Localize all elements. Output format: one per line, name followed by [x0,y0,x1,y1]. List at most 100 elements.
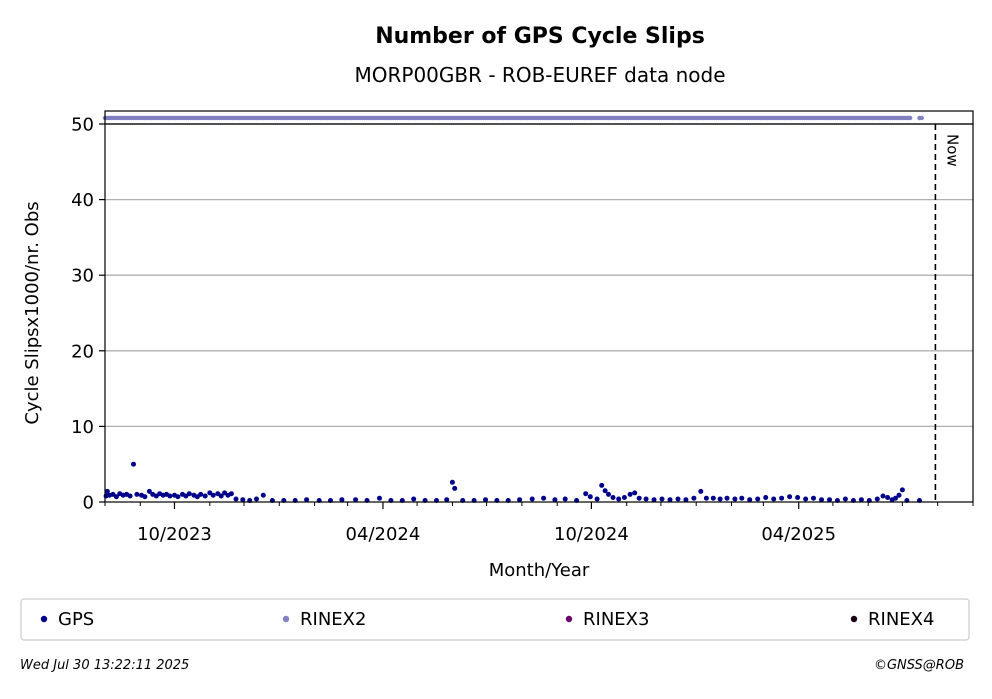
gps-data-point [710,495,716,501]
gps-data-point [675,496,681,502]
gps-data-point [724,495,730,501]
gps-data-point [552,497,558,503]
x-axis-ticks: 10/2023 04/2024 10/2024 04/2025 [104,502,974,545]
gps-data-point [146,488,152,494]
gps-data-point [339,497,345,503]
gps-data-point [599,482,605,488]
gps-data-point [610,495,616,500]
chart-title: Number of GPS Cycle Slips [375,24,705,49]
gps-data-point [233,496,239,502]
x-tick-label: 10/2024 [554,524,629,545]
gps-data-point [304,497,310,503]
gps-data-point [885,495,891,500]
legend-swatch-rinex4 [850,615,858,623]
legend-item-rinex3: RINEX3 [565,609,649,630]
gps-data-point [827,497,832,503]
x-tick-label: 10/2023 [137,524,212,545]
legend-box [20,598,970,641]
legend-label-rinex2: RINEX2 [300,609,366,630]
legend-label-rinex4: RINEX4 [868,609,934,630]
gps-data-point [787,494,793,500]
rinex-strip [102,115,924,121]
gps-data-point [210,492,216,498]
gps-data-point [218,493,224,499]
gps-data-point [562,496,568,502]
rinex2-strip-point [919,115,924,121]
footer-credit: ©GNSS@ROB [873,658,964,673]
y-tick-label: 10 [71,417,94,438]
gps-data-point [134,491,140,497]
gps-data-point [755,496,761,502]
gps-data-point [732,496,738,502]
gps-data-point [411,496,417,502]
gps-data-point [198,491,204,497]
gps-data-point [186,491,192,497]
y-tick-label: 20 [71,341,94,362]
x-tick-label: 04/2024 [346,524,421,545]
gps-data-point [771,496,777,502]
footer-timestamp: Wed Jul 30 13:22:11 2025 [20,658,190,673]
gps-data-point [254,496,259,502]
gps-data-point [632,490,638,496]
gps-data-point [127,493,133,499]
legend-swatch-gps [40,615,48,623]
gps-data-point [529,496,535,502]
data-points [103,461,922,503]
gps-data-point [377,495,382,501]
gps-data-point [452,485,458,491]
y-axis-label: Cycle Slipsx1000/nr. Obs [22,201,43,424]
gps-data-point [659,496,665,502]
gps-data-point [747,497,753,503]
y-axis-ticks: 0 10 20 30 40 50 [71,115,105,514]
gps-data-point [739,495,745,501]
gps-data-point [899,487,905,493]
gps-data-point [893,495,898,501]
gps-data-point [621,495,627,500]
gps-data-point [260,492,266,498]
y-tick-label: 30 [71,266,94,287]
gps-data-point [517,497,523,503]
gps-data-point [483,497,488,503]
gps-data-point [449,479,455,485]
grid-lines [105,198,973,428]
gps-data-point [667,497,673,503]
legend-label-gps: GPS [58,609,94,630]
x-axis-label: Month/Year [489,560,590,581]
gps-data-point [131,461,136,467]
gps-data-point [240,497,246,503]
gps-data-point [541,495,547,501]
gps-data-point [627,491,633,497]
strip-frame [104,110,974,125]
gps-data-point [444,497,450,503]
gps-data-point [896,492,902,498]
gps-data-point [842,496,848,502]
gps-data-point [683,497,689,503]
gps-data-point [763,495,769,500]
gps-data-point [175,494,181,500]
gps-data-point [874,496,880,502]
gps-data-point [643,496,649,502]
legend-label-rinex3: RINEX3 [583,609,649,630]
gps-data-point [142,494,148,500]
gps-data-point [803,496,809,502]
gps-data-point [717,496,723,502]
gps-data-point [616,496,622,502]
legend-swatch-rinex2 [282,615,290,623]
chart-subtitle: MORP00GBR - ROB-EUREF data node [354,63,725,87]
gps-data-point [698,488,704,494]
now-label: Now [943,134,961,167]
x-tick-label: 04/2025 [761,524,836,545]
gps-data-point [583,491,589,497]
gps-data-point [691,495,697,501]
legend-item-rinex4: RINEX4 [850,609,934,630]
gps-data-point [594,496,600,502]
gps-data-point [167,493,173,499]
y-tick-label: 0 [83,493,94,514]
y-tick-label: 40 [71,190,94,211]
now-marker: Now [934,124,961,502]
gps-data-point [228,491,234,497]
gps-data-point [651,497,657,503]
gps-data-point [858,497,864,503]
legend-swatch-rinex3 [565,615,573,623]
